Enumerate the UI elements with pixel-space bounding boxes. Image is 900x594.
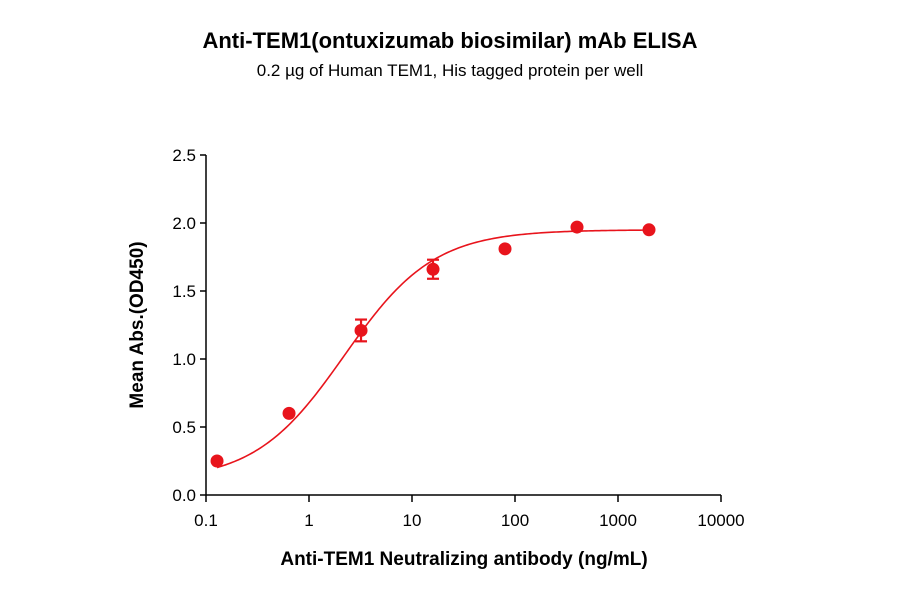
chart-subtitle: 0.2 µg of Human TEM1, His tagged protein… xyxy=(257,61,644,80)
data-point xyxy=(498,242,512,256)
data-point xyxy=(210,454,224,468)
y-ticks: 0.0 0.5 1.0 1.5 2.0 2.5 xyxy=(172,146,206,505)
y-tick-label: 2.5 xyxy=(172,146,196,165)
axes xyxy=(205,155,721,496)
chart-title: Anti-TEM1(ontuxizumab biosimilar) mAb EL… xyxy=(202,28,697,53)
data-point xyxy=(642,223,656,237)
x-ticks: 0.1 1 10 100 1000 10000 xyxy=(194,495,745,530)
x-tick-label: 100 xyxy=(501,511,529,530)
y-tick-label: 2.0 xyxy=(172,214,196,233)
y-tick-label: 1.0 xyxy=(172,350,196,369)
x-tick-label: 0.1 xyxy=(194,511,218,530)
data-point xyxy=(282,406,296,420)
y-tick-label: 0.0 xyxy=(172,486,196,505)
x-tick-label: 10 xyxy=(403,511,422,530)
data-point xyxy=(354,323,368,337)
y-tick-label: 1.5 xyxy=(172,282,196,301)
x-tick-label: 1 xyxy=(304,511,313,530)
x-tick-label: 10000 xyxy=(697,511,744,530)
x-tick-label: 1000 xyxy=(599,511,637,530)
y-axis-label: Mean Abs.(OD450) xyxy=(127,241,148,408)
y-tick-label: 0.5 xyxy=(172,418,196,437)
plot-area xyxy=(210,220,656,469)
data-point xyxy=(570,220,584,234)
x-axis-label: Anti-TEM1 Neutralizing antibody (ng/mL) xyxy=(280,549,647,570)
data-point xyxy=(426,262,440,276)
